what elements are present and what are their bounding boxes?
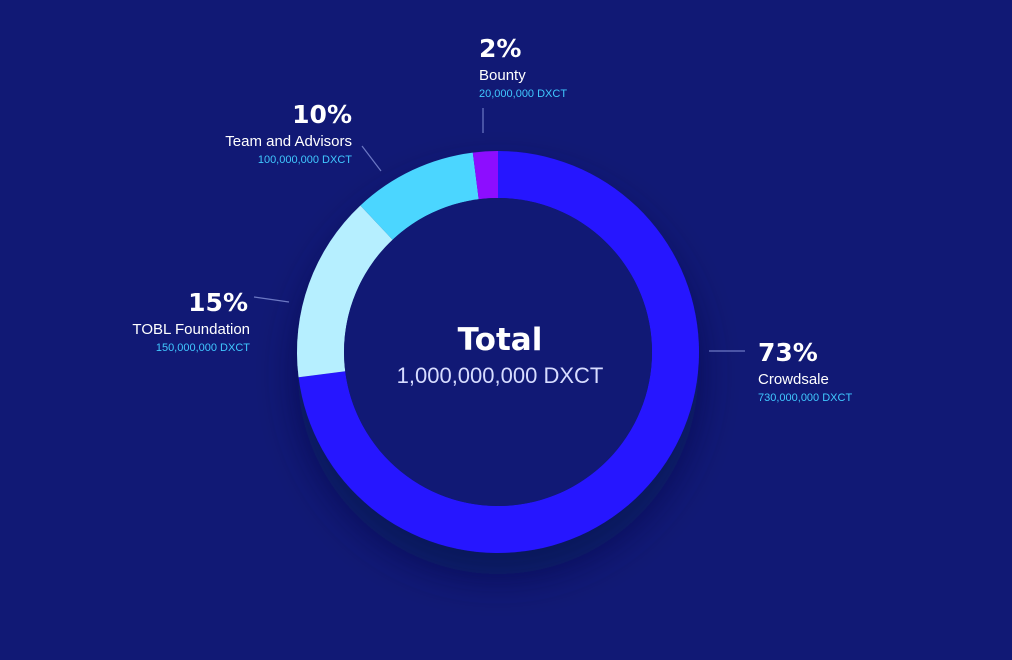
crowdsale-name: Crowdsale	[758, 371, 829, 388]
donut-hole	[344, 198, 652, 506]
crowdsale-percent: 73%	[758, 338, 818, 367]
label-crowdsale: 73% Crowdsale 730,000,000 DXCT	[758, 339, 852, 405]
label-tobl-foundation: 15% TOBL Foundation 150,000,000 DXCT	[90, 289, 250, 355]
center-total-value: 1,000,000,000 DXCT	[396, 363, 604, 388]
bounty-name: Bounty	[479, 67, 526, 84]
label-team-advisors: 10% Team and Advisors 100,000,000 DXCT	[180, 101, 352, 167]
donut-slices	[297, 151, 699, 553]
slice-team-advisors	[360, 152, 479, 240]
crowdsale-amount: 730,000,000 DXCT	[758, 392, 853, 404]
tobl-name: TOBL Foundation	[132, 321, 250, 338]
slice-tobl-foundation	[297, 205, 393, 378]
leader-team-advisors	[361, 145, 382, 172]
leader-lines	[253, 108, 745, 352]
team-percent: 10%	[292, 100, 352, 129]
slice-bounty	[472, 151, 498, 200]
center-title: Total	[457, 322, 543, 358]
tobl-percent: 15%	[188, 288, 248, 317]
team-amount: 100,000,000 DXCT	[257, 154, 352, 166]
label-bounty: 2% Bounty 20,000,000 DXCT	[479, 35, 567, 101]
bounty-amount: 20,000,000 DXCT	[479, 88, 568, 100]
tobl-amount: 150,000,000 DXCT	[155, 342, 250, 354]
bounty-percent: 2%	[479, 34, 522, 63]
team-name: Team and Advisors	[225, 133, 352, 150]
leader-tobl-foundation	[253, 296, 290, 303]
